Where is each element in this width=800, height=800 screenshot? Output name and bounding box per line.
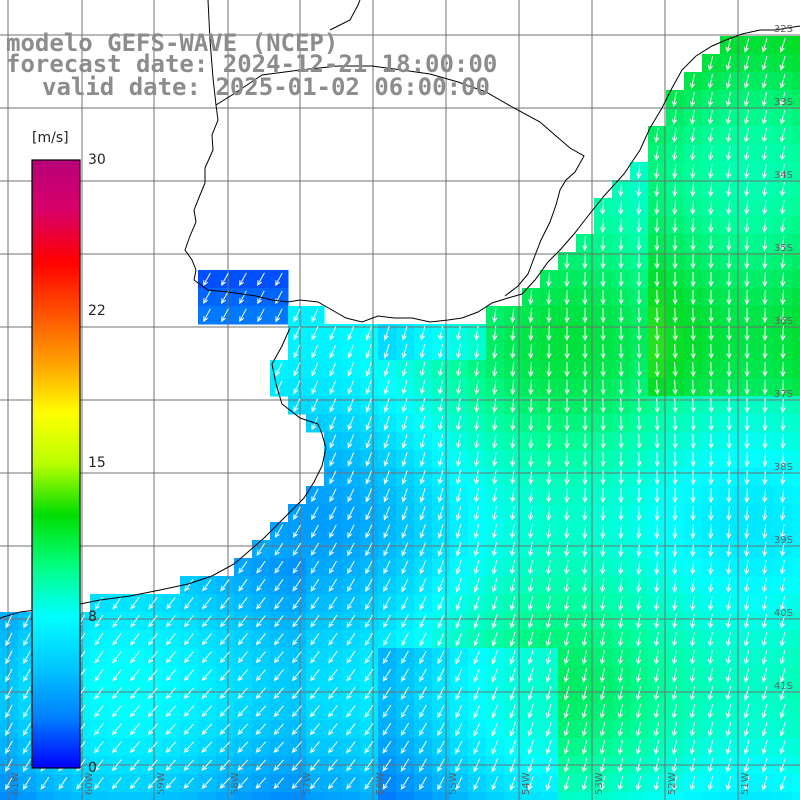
lat-label: 39S — [774, 535, 793, 546]
colorbar-unit: [m/s] — [32, 130, 69, 146]
lon-label: 59W — [156, 772, 167, 795]
colorbar-tick-15: 15 — [88, 455, 106, 471]
model-title: modelo GEFS-WAVE (NCEP) — [6, 29, 339, 57]
lat-label: 41S — [774, 681, 793, 692]
coastline — [0, 0, 800, 619]
lat-label: 40S — [774, 608, 793, 619]
lat-label: 34S — [774, 170, 793, 181]
lon-label: 61W — [10, 772, 21, 795]
lat-label: 35S — [774, 243, 793, 254]
lon-label: 53W — [594, 772, 605, 795]
lon-label: 58W — [230, 772, 241, 795]
lat-label: 32S — [774, 24, 793, 35]
lon-label: 52W — [667, 772, 678, 795]
latitude-labels: 32S 33S 34S 35S 36S 37S 38S 39S 40S 41S — [774, 24, 793, 692]
lon-label: 60W — [84, 772, 95, 795]
longitude-labels: 61W 60W 59W 58W 57W 56W 55W 54W 53W 52W 51W — [10, 772, 751, 795]
lon-label: 51W — [740, 772, 751, 795]
lon-label: 55W — [448, 772, 459, 795]
lat-label: 38S — [774, 462, 793, 473]
lat-label: 33S — [774, 97, 793, 108]
forecast-date: forecast date: 2024-12-21 18:00:00 — [6, 50, 498, 78]
lon-label: 56W — [375, 772, 386, 795]
lat-label: 37S — [774, 389, 793, 400]
colorbar — [31, 159, 81, 769]
lon-label: 54W — [521, 772, 532, 795]
colorbar-scale — [31, 159, 81, 769]
valid-date: valid date: 2025-01-02 06:00:00 — [42, 73, 490, 101]
colorbar-tick-22: 22 — [88, 303, 106, 319]
lon-label: 57W — [302, 772, 313, 795]
colorbar-tick-8: 8 — [88, 609, 97, 625]
lat-label: 36S — [774, 316, 793, 327]
colorbar-tick-30: 30 — [88, 152, 106, 168]
wind-vectors — [5, 38, 786, 791]
colorbar-tick-0: 0 — [88, 760, 97, 776]
wind-speed-field — [0, 36, 800, 800]
